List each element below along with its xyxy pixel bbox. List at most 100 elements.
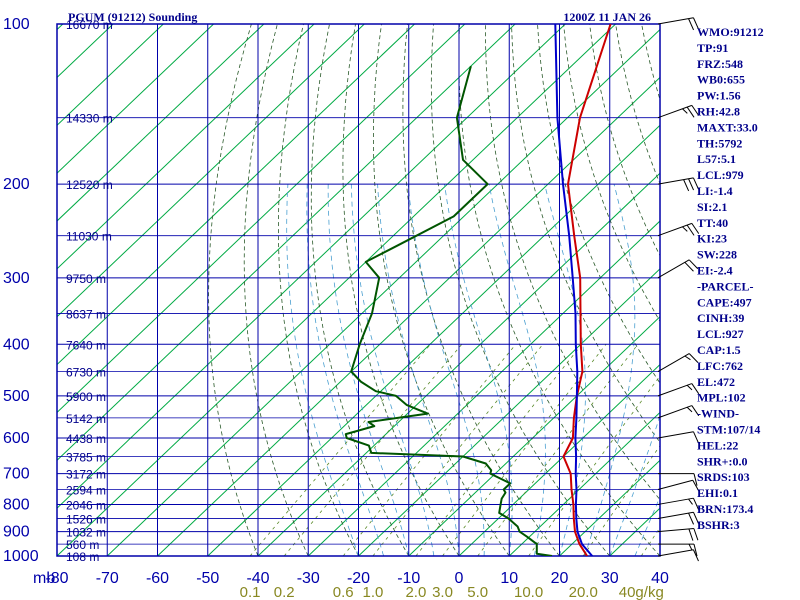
moist-adiabat-line [286,184,359,556]
mixing-ratio-label: 10.0 [514,584,543,600]
wind-barb-flag [693,473,698,486]
height-label: 108 m [66,550,99,564]
isotherm-line [57,24,265,222]
wind-barb [657,528,699,541]
height-label: 560 m [66,538,99,552]
wind-barb [657,17,699,31]
pressure-tick-label: 600 [3,430,30,447]
height-label: 11030 m [66,230,112,244]
isotherm-line [57,24,566,509]
height-label: 1032 m [66,526,106,540]
isotherm-line [508,411,660,556]
pressure-tick-label: 700 [3,466,30,483]
wind-barb-flag [692,431,699,444]
chart-time: 1200Z 11 JAN 26 [563,10,651,24]
temperature-line [562,24,612,556]
moist-adiabat-line [327,184,410,556]
wind-barb-flag [683,179,690,192]
mixing-ratio-label: 0.6 [333,584,354,600]
wind-barb-flag [692,511,699,524]
index-value: LFC:762 [697,359,743,373]
mixing-ratio-line [477,344,639,556]
index-value: LCL:927 [697,327,744,341]
isotherm-line [257,172,660,556]
isotherm-line [761,24,800,556]
wind-barb-staff [657,259,690,279]
temperature-tick-label: 40 [651,570,669,587]
index-value: KI:23 [697,232,727,246]
wind-barb-staff [657,497,694,505]
isotherm-line [358,268,660,556]
isotherm-line [57,24,466,414]
index-list: WMO:91212 TP:91 FRZ:548 WB0:655 PW:1.56 RH:42… [697,25,764,532]
index-value: CINH:39 [697,311,744,325]
wind-barb [657,497,699,510]
wind-barb-flag [692,177,699,190]
wind-barb [657,511,699,525]
dry-adiabat-line [746,24,800,556]
parcel-line [554,24,593,556]
index-value: WMO:91212 [697,25,764,39]
wind-barb-staff [657,17,694,25]
temperature-tick-label: -50 [196,570,219,587]
mixing-ratio-label: 0.2 [274,584,295,600]
index-value: CAPE:497 [697,295,752,309]
mixing-ratio-line [283,344,463,556]
mixing-ratio-line [249,344,431,556]
wind-barb-flag [688,543,693,551]
isotherm-line [57,24,214,174]
wind-barb-flag [688,512,695,525]
wind-barb-flag [686,106,695,118]
isotherm-line [57,24,164,126]
index-value: LI:-1.4 [697,184,733,198]
index-value: EL:472 [697,375,735,389]
isotherm-line [57,24,365,318]
index-value: EHI:0.1 [697,486,738,500]
isotherm-lines [57,24,800,556]
plot-frame [56,23,661,557]
height-label: 5142 m [66,412,106,426]
wind-barb [658,473,698,486]
index-value: MPL:102 [697,391,746,405]
height-label: 8637 m [66,307,106,321]
height-label: 4438 m [66,432,106,446]
index-value: SRDS:103 [697,470,750,484]
wind-barb-flag [691,105,700,116]
index-value: SHR+:0.0 [697,454,748,468]
temperature-tick-label: 20 [551,570,569,587]
dry-adiabat-line [310,24,410,556]
wind-barb-staff [657,222,692,237]
wind-barb-flag [691,383,700,395]
temperature-tick-label: 0 [455,570,464,587]
wind-barb-flag [682,226,688,232]
index-value: RH:42.8 [697,105,740,119]
height-label: 12520 m [66,178,113,192]
wind-barb [657,479,700,492]
wind-barb-flag [684,261,694,272]
temperature-tick-label: 10 [500,570,518,587]
index-value: SI:2.1 [697,200,727,214]
pressure-tick-label: 400 [3,336,30,353]
grid-lines [56,23,661,557]
wind-barb [657,177,699,192]
index-value: HEL:22 [697,438,738,452]
isotherm-line [307,220,660,556]
dry-adiabat-line [278,24,359,556]
mixing-ratio-label: 3.0 [432,584,453,600]
wind-barb-flag [688,353,699,363]
wind-barb-flag [684,355,691,361]
wind-barb [657,431,699,444]
wind-barb-flag [688,498,693,505]
moist-adiabat-line [306,184,384,556]
height-label: 3172 m [66,468,106,482]
wind-barb [657,383,700,397]
dry-adiabat-line [563,24,660,323]
mixing-ratio-label: 1.0 [362,584,383,600]
wind-barb-flag [682,108,688,114]
pressure-tick-label: 800 [3,496,30,513]
mixing-ratio-line [415,344,583,556]
wind-barb-flag [686,224,695,236]
isotherm-line [106,28,660,556]
height-label: 2046 m [66,498,106,512]
